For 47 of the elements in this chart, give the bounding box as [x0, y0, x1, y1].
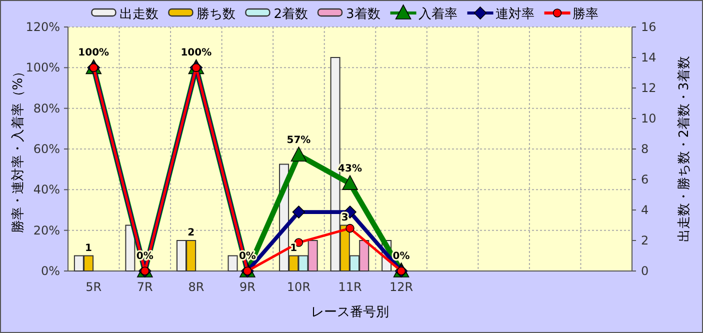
y2-tick-label: 14: [641, 50, 656, 64]
y2-tick-label: 0: [641, 264, 649, 278]
data-label: 100%: [180, 48, 212, 59]
legend-label: 連対率: [495, 6, 534, 22]
legend-label: 2着数: [274, 6, 308, 22]
y-tick-label: 40%: [33, 182, 60, 197]
legend-label: 勝率: [572, 6, 598, 22]
x-tick-label: 10R: [286, 280, 311, 294]
y2-tick-label: 8: [641, 142, 649, 156]
x-tick-label: 9R: [239, 280, 256, 294]
data-label: 57%: [286, 135, 311, 146]
legend-label: 勝ち数: [196, 7, 236, 22]
data-label: 1: [85, 242, 92, 254]
bar: [125, 224, 136, 272]
y-tick-label: 80%: [33, 101, 60, 116]
y2-tick-label: 16: [641, 20, 656, 34]
point: [346, 224, 354, 233]
x-tick-label: 8R: [188, 280, 204, 294]
y-axis-title: 勝率・連対率・入着率（%）: [10, 64, 26, 234]
data-label: 0%: [136, 251, 154, 262]
point: [292, 206, 306, 218]
y-tick-label: 20%: [33, 223, 60, 238]
x-tick-label: 11R: [338, 280, 362, 294]
x-tick-label: 12R: [389, 280, 414, 294]
x-tick-label: 7R: [136, 280, 153, 294]
y-tick-label: 0%: [40, 264, 60, 278]
point: [342, 175, 358, 190]
legend-label: 入着率: [418, 6, 458, 22]
data-label: 100%: [78, 48, 110, 59]
y2-tick-label: 12: [641, 81, 656, 95]
y-tick-label: 100%: [26, 60, 60, 75]
y-tick-label: 60%: [33, 142, 60, 156]
y-tick-label: 120%: [26, 20, 60, 34]
data-label: 2: [188, 228, 195, 238]
data-label: 0%: [238, 251, 256, 262]
x-axis-title: レース番号別: [311, 305, 389, 320]
y2-tick-label: 4: [641, 203, 649, 217]
y2-tick-label: 10: [641, 112, 656, 126]
data-label: 3: [341, 212, 348, 224]
bar: [228, 255, 238, 272]
legend-label: 出走数: [120, 7, 159, 22]
legend-label: 3着数: [346, 6, 380, 22]
x-tick-label: 5R: [86, 280, 102, 294]
y2-tick-label: 6: [641, 172, 649, 186]
y2-axis-title: 出走数・勝ち数・2着数・3着数: [676, 56, 692, 242]
y2-tick-label: 2: [641, 234, 649, 248]
point: [290, 146, 307, 162]
